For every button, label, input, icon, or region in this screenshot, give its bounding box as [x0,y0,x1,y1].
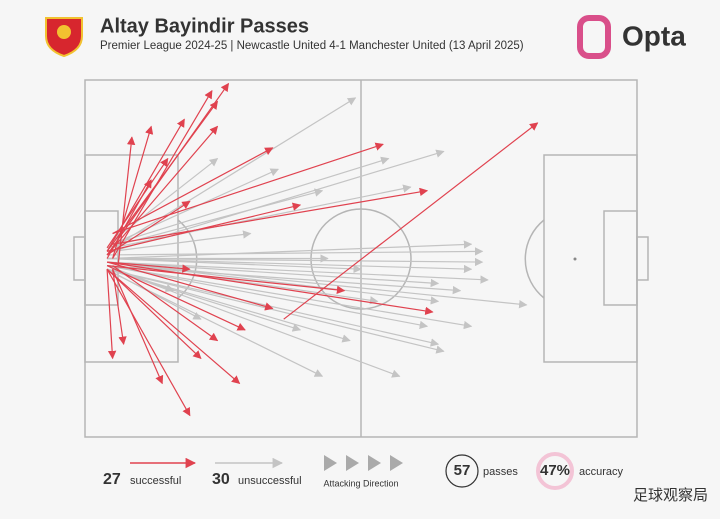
brand-logo [577,15,611,59]
pass-arrow [106,268,202,320]
pass-arrow [112,89,213,259]
pass-arrow [112,265,219,342]
watermark: 足球观察局 [633,486,708,504]
pass-arrow [106,261,274,311]
pass-arrow [112,230,252,252]
passes-circle [445,454,479,488]
pass-arrow [107,261,440,305]
passes [106,82,539,417]
pass-arrow [106,125,219,256]
penalty-spot [573,257,577,261]
pass-arrow [106,179,152,259]
direction-label: Attacking Direction [323,478,398,488]
pass-arrow [107,257,473,274]
pass-arrow [107,261,440,288]
direction-arrows [324,455,403,471]
pass-arrow [107,261,489,284]
pass-arrow [107,261,528,309]
pass-arrow [112,268,164,385]
pass-arrow [106,202,302,252]
pass-arrow [107,240,473,260]
accuracy-circle [536,452,574,490]
accuracy-value: 47% [540,462,570,479]
pass-arrow [106,268,302,332]
pass-arrow [107,265,462,295]
pass-arrow [283,122,539,320]
pass-arrow [106,268,351,343]
pass-arrow [107,265,346,295]
pass-arrow [106,265,473,330]
pass-arrow [106,268,445,354]
brand-name: Opta [622,20,686,51]
pass-arrow [107,247,484,256]
pass-arrow [106,268,191,417]
unsuccessful-label: unsuccessful [238,475,302,487]
pass-arrow [112,142,384,235]
pass-arrow [106,269,117,360]
accuracy-label: accuracy [579,466,624,478]
pass-arrow [106,200,191,256]
successful-count: 27 [103,471,121,488]
pass-arrow [106,265,429,330]
pass-arrow [112,269,127,346]
passes-value: 57 [454,462,471,479]
pass-arrow [106,268,241,384]
pass-arrow [106,188,324,249]
successful-label: successful [130,475,181,487]
pass-arrow [106,157,169,249]
pass-arrow [106,268,202,360]
pass-arrow [112,268,401,378]
subtitle: Premier League 2024-25 | Newcastle Unite… [100,40,524,52]
pass-arrow [112,156,390,245]
pass-arrow [112,97,357,249]
title: Altay Bayindir Passes [100,15,309,37]
pass-arrow [112,158,219,242]
pass-arrow [112,187,429,245]
passes-label: passes [483,466,518,478]
pass-arrow [106,265,246,331]
club-crest [45,17,83,58]
unsuccessful-count: 30 [212,471,230,488]
pass-arrow [107,261,191,273]
pass-arrow [112,147,274,235]
pass-arrow [106,261,434,316]
pass-arrow [117,136,136,266]
